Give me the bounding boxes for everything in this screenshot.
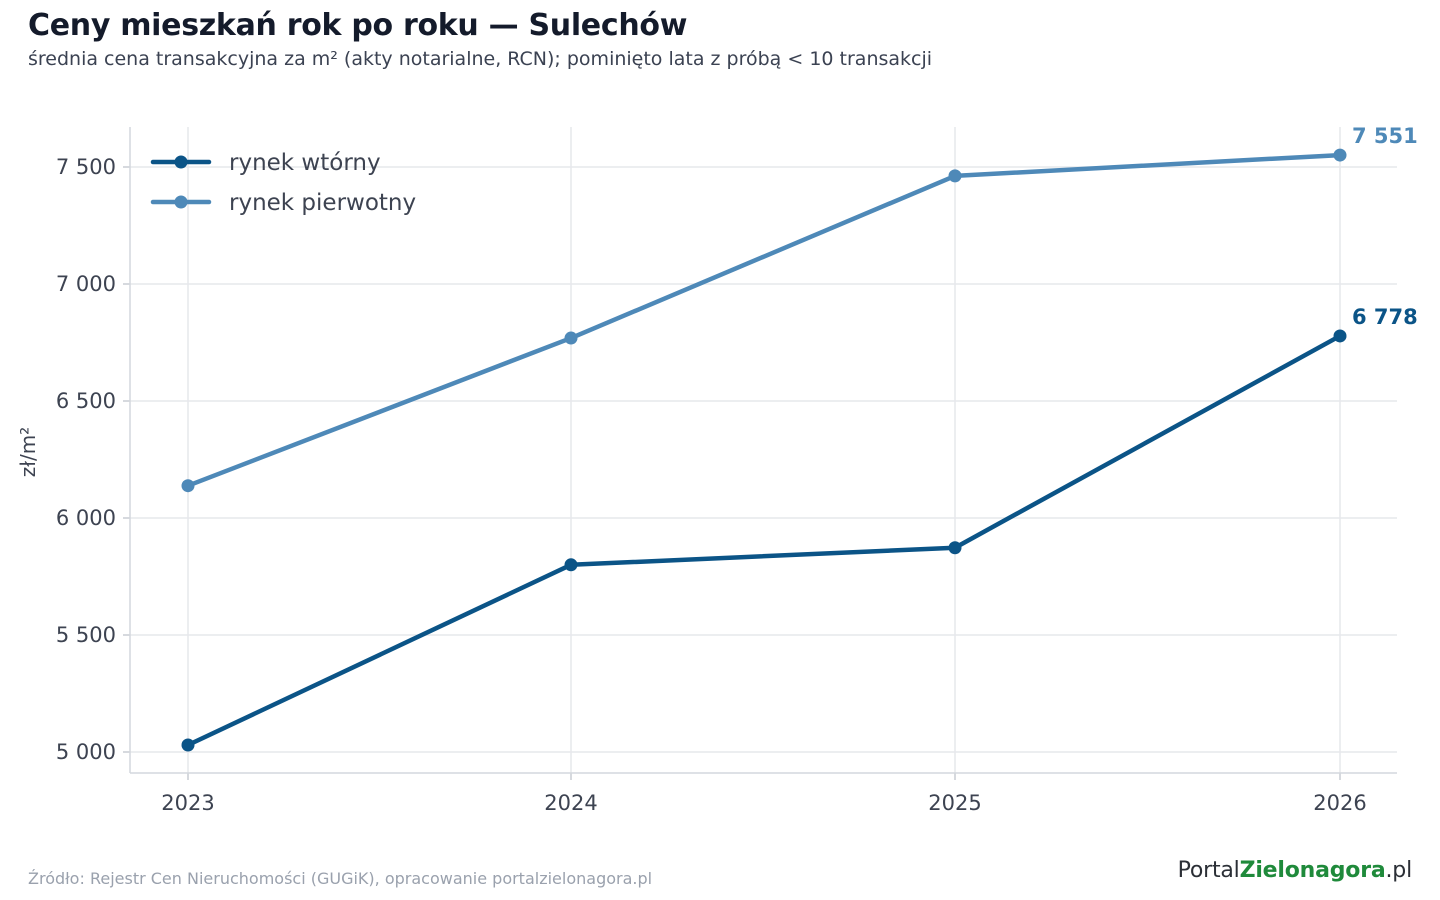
y-tick-label: 6 500 [56,389,116,413]
data-point [181,479,195,493]
chart-title: Ceny mieszkań rok po roku — Sulechów [28,8,688,43]
chart-subtitle: średnia cena transakcyjna za m² (akty no… [28,48,933,70]
y-tick-label: 7 500 [56,155,116,179]
data-point [948,169,962,183]
series: 6 778 7 551 [181,124,1418,752]
legend-label: rynek wtórny [229,150,381,176]
data-point [948,541,962,555]
legend-swatch-marker [174,155,188,169]
data-point [1333,329,1347,343]
x-tick-label: 2026 [1313,791,1366,815]
y-axis-label: zł/m² [16,427,40,477]
logo-text-zielonagora: Zielonagora [1239,858,1386,883]
x-tick-label: 2024 [544,791,597,815]
data-point [564,331,578,345]
data-point [564,558,578,572]
logo-text-pl: .pl [1385,858,1413,883]
y-tick-label: 5 000 [56,740,116,764]
logo-text-portal: Portal [1177,858,1240,883]
axes: 5 000 5 500 6 000 6 500 7 000 7 500 2023 2024 20… [16,127,1397,815]
legend-label: rynek pierwotny [229,190,416,216]
portal-logo: PortalZielonagora.pl [1177,858,1413,883]
x-tick-label: 2023 [161,791,214,815]
end-value-label: 6 778 [1352,305,1418,329]
y-tick-label: 6 000 [56,506,116,530]
data-point [181,738,195,752]
series-line-1 [185,152,1343,488]
legend-swatch-marker [174,195,188,209]
data-point [1333,148,1347,162]
series-line-0 [185,333,1343,748]
x-tick-label: 2025 [928,791,981,815]
legend: rynek wtórny rynek pierwotny [150,150,416,216]
grid [130,127,1397,773]
y-tick-label: 5 500 [56,623,116,647]
y-tick-label: 7 000 [56,272,116,296]
end-value-label: 7 551 [1352,124,1418,148]
source-note: Źródło: Rejestr Cen Nieruchomości (GUGiK… [28,869,653,888]
